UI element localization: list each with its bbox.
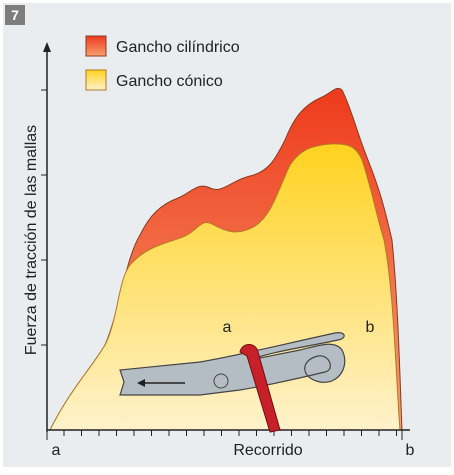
legend-swatch: [86, 70, 106, 90]
y-axis-label: Fuerza de tracción de las mallas: [23, 125, 40, 355]
legend-label: Gancho cónico: [116, 73, 223, 90]
x-axis-label: Recorrido: [233, 442, 302, 459]
figure: 7 Gancho cilíndrico Gancho cónico Fuerza…: [0, 0, 454, 470]
figure-number: 7: [11, 7, 19, 23]
x-end-label: b: [406, 442, 415, 459]
illustration-label: b: [366, 319, 375, 336]
illustration-label: a: [223, 319, 232, 336]
legend-swatch: [86, 36, 106, 56]
legend-label: Gancho cilíndrico: [116, 39, 240, 56]
x-start-label: a: [52, 442, 61, 459]
hook-pin: [214, 374, 228, 388]
